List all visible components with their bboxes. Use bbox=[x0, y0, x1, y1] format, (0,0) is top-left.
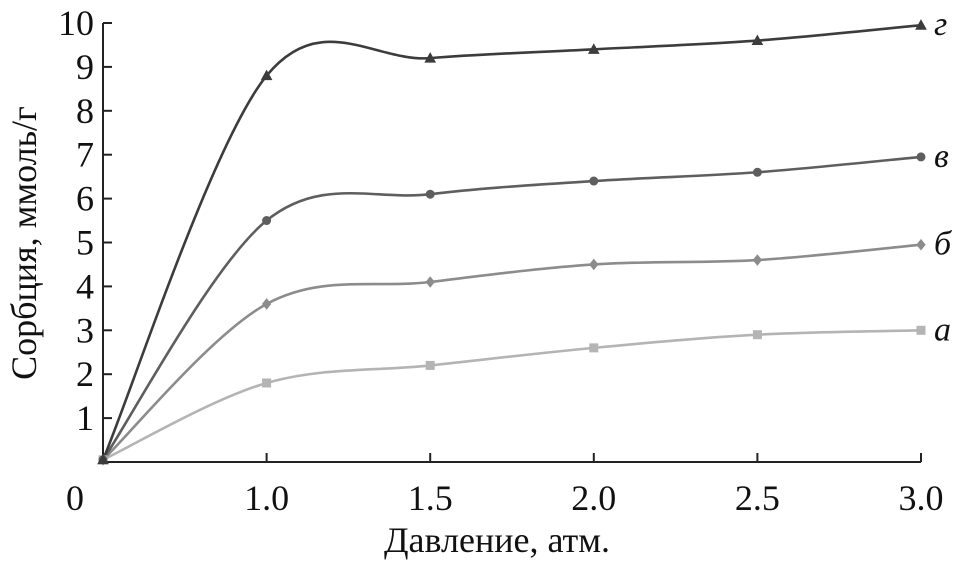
series-point bbox=[751, 34, 764, 46]
x-tick-label: 2.0 bbox=[571, 478, 616, 518]
series-point bbox=[260, 69, 273, 81]
series-line bbox=[101, 23, 922, 461]
series-label: в bbox=[934, 138, 949, 175]
series-labels: а б в г bbox=[934, 6, 953, 348]
y-tick-label: 9 bbox=[76, 47, 94, 87]
series-point bbox=[916, 152, 926, 162]
y-tick-label: 8 bbox=[76, 91, 94, 131]
series-point bbox=[752, 330, 762, 340]
y-axis-title: Сорбция, ммоль/г bbox=[4, 106, 44, 380]
series-point bbox=[752, 167, 762, 177]
series-point bbox=[425, 189, 435, 199]
series-lines bbox=[101, 23, 922, 461]
y-tick-label: 10 bbox=[58, 3, 94, 43]
y-tick-label: 4 bbox=[76, 266, 94, 306]
series-line bbox=[102, 329, 922, 461]
series-point bbox=[425, 276, 435, 288]
y-tick-label: 2 bbox=[76, 354, 94, 394]
series-label: а bbox=[934, 311, 951, 348]
series-point bbox=[589, 258, 599, 271]
y-tick-label: 7 bbox=[76, 135, 94, 175]
series-point bbox=[262, 378, 272, 388]
series-line bbox=[101, 155, 922, 461]
y-tick-label: 3 bbox=[76, 310, 94, 350]
series-point bbox=[916, 238, 926, 251]
series-point bbox=[589, 176, 599, 186]
x-tick-label: 0 bbox=[66, 478, 84, 518]
series-point bbox=[97, 453, 109, 465]
series-point bbox=[424, 52, 437, 63]
x-tick-label: 1.5 bbox=[408, 478, 453, 518]
series-point bbox=[916, 325, 926, 335]
x-tick-label: 3.0 bbox=[899, 478, 944, 518]
series-point bbox=[915, 19, 927, 30]
series-point bbox=[752, 254, 763, 266]
series-point bbox=[425, 360, 435, 370]
y-tick-label: 1 bbox=[76, 398, 94, 438]
y-tick-label: 5 bbox=[76, 223, 94, 263]
x-tick-label: 2.5 bbox=[735, 478, 780, 518]
x-tick-label: 1.0 bbox=[244, 478, 289, 518]
series-point bbox=[589, 343, 599, 353]
series-point bbox=[587, 43, 600, 54]
series-label: г bbox=[934, 6, 947, 43]
series-line bbox=[102, 243, 922, 461]
y-tick-label: 6 bbox=[76, 179, 94, 219]
series-markers bbox=[97, 19, 927, 466]
series-point bbox=[261, 298, 272, 310]
series-point bbox=[262, 216, 272, 226]
series-label: б bbox=[934, 226, 953, 263]
x-axis-title: Давление, атм. bbox=[384, 520, 610, 560]
